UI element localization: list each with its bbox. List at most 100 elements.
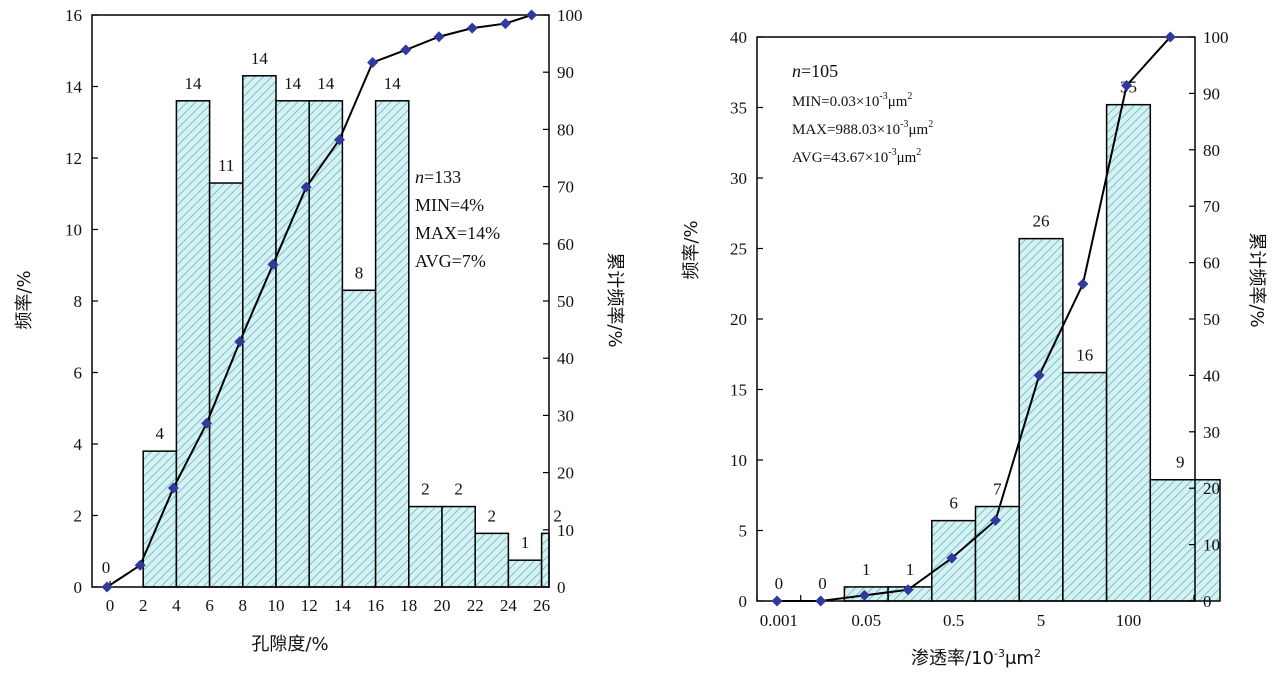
y2-tick-label: 80 bbox=[1203, 141, 1220, 160]
cumulative-point bbox=[466, 22, 478, 34]
permeability-max: MAX=988.03×10-3μm2 bbox=[792, 119, 933, 138]
x-tick-label: 0.001 bbox=[760, 611, 798, 630]
histogram-bar bbox=[208, 182, 244, 588]
y-tick-label: 20 bbox=[730, 310, 747, 329]
bar-value-label: 11 bbox=[218, 156, 234, 175]
bar-value-label: 16 bbox=[1076, 346, 1093, 365]
x-tick-label: 14 bbox=[334, 596, 352, 615]
y2-tick-label: 40 bbox=[1203, 366, 1220, 385]
cumulative-line bbox=[106, 14, 532, 588]
histogram-bar bbox=[175, 100, 211, 588]
x-tick-label: 26 bbox=[533, 596, 550, 615]
histogram-bar bbox=[275, 100, 310, 588]
porosity-y2-axis-title: 累计频率/% bbox=[604, 252, 625, 347]
cumulative-point bbox=[1121, 80, 1133, 92]
bar-value-label: 14 bbox=[251, 49, 269, 68]
bar-value-label: 0 bbox=[102, 558, 111, 577]
x-tick-label: 16 bbox=[367, 596, 384, 615]
cumulative-point bbox=[1033, 369, 1045, 381]
cumulative-point bbox=[1077, 278, 1089, 290]
y2-tick-label: 50 bbox=[1203, 310, 1220, 329]
y-tick-label: 35 bbox=[730, 99, 747, 118]
porosity-n: n=133 bbox=[415, 167, 461, 187]
bar-value-label: 4 bbox=[156, 424, 165, 443]
bar-value-label: 8 bbox=[355, 263, 364, 282]
y-tick-label: 10 bbox=[730, 451, 747, 470]
permeability-y2-axis-title: 累计频率/% bbox=[1246, 232, 1267, 327]
y2-tick-label: 10 bbox=[1203, 536, 1220, 555]
permeability-n: n=105 bbox=[792, 61, 838, 81]
cumulative-point bbox=[134, 559, 146, 571]
y2-tick-label: 40 bbox=[557, 349, 574, 368]
histogram-bar bbox=[1062, 371, 1108, 602]
histogram-bar bbox=[474, 532, 510, 588]
y-tick-label: 4 bbox=[74, 435, 83, 454]
y2-tick-label: 20 bbox=[557, 464, 574, 483]
histogram-bar bbox=[441, 505, 476, 588]
y2-tick-label: 90 bbox=[1203, 84, 1220, 103]
porosity-max: MAX=14% bbox=[415, 223, 500, 243]
histogram-bar bbox=[242, 75, 277, 588]
x-tick-label: 10 bbox=[268, 596, 285, 615]
x-tick-label: 5 bbox=[1037, 611, 1046, 630]
cumulative-point bbox=[400, 44, 412, 56]
y2-tick-label: 60 bbox=[557, 235, 574, 254]
permeability-bars bbox=[843, 103, 1221, 602]
bar-value-label: 26 bbox=[1033, 212, 1050, 231]
y2-tick-label: 70 bbox=[1203, 197, 1220, 216]
y2-tick-label: 0 bbox=[557, 578, 566, 597]
permeability-y-axis-title: 频率/% bbox=[681, 220, 702, 279]
y2-tick-label: 70 bbox=[557, 178, 574, 197]
cumulative-line bbox=[777, 36, 1172, 602]
bar-value-label: 14 bbox=[317, 74, 335, 93]
porosity-chart: 0 2 4 6 8 10 12 14 16 18 20 22 24 2602468101214160102… bbox=[14, 6, 625, 655]
x-tick-label: 18 bbox=[400, 596, 417, 615]
x-tick-label: 0.05 bbox=[851, 611, 881, 630]
y2-tick-label: 0 bbox=[1203, 592, 1212, 611]
x-tick-label: 24 bbox=[500, 596, 518, 615]
porosity-data-labels: 0 4 14 11 14 14 14 8 14 2 2 2 1 2 bbox=[102, 49, 562, 577]
porosity-cumulative-line bbox=[101, 9, 538, 593]
permeability-ticks: 0.001 0.05 0.5 5 100051015202530354001020304… bbox=[730, 28, 1229, 630]
histogram-bar bbox=[308, 100, 344, 588]
y-tick-label: 12 bbox=[65, 149, 82, 168]
porosity-y-axis-title: 频率/% bbox=[14, 270, 35, 329]
histogram-bar bbox=[408, 505, 443, 588]
cumulative-point bbox=[300, 181, 312, 193]
y2-tick-label: 30 bbox=[1203, 423, 1220, 442]
y-tick-label: 2 bbox=[74, 507, 83, 526]
cumulative-point bbox=[101, 581, 113, 593]
bar-value-label: 14 bbox=[384, 74, 402, 93]
cumulative-point bbox=[433, 31, 445, 43]
histogram-bar bbox=[1149, 478, 1221, 602]
y2-tick-label: 100 bbox=[557, 6, 583, 25]
y-tick-label: 10 bbox=[65, 221, 82, 240]
x-tick-label: 12 bbox=[301, 596, 318, 615]
porosity-avg: AVG=7% bbox=[415, 251, 486, 271]
y2-tick-label: 30 bbox=[557, 406, 574, 425]
cumulative-point bbox=[771, 595, 783, 607]
histogram-bar bbox=[540, 532, 550, 588]
y-tick-label: 8 bbox=[74, 292, 83, 311]
histogram-bar bbox=[1105, 103, 1152, 602]
permeability-x-axis-title: 渗透率/10-3μm2 bbox=[911, 647, 1041, 669]
cumulative-point bbox=[902, 584, 914, 596]
x-tick-label: 4 bbox=[172, 596, 181, 615]
bar-value-label: 0 bbox=[775, 574, 784, 593]
x-tick-label: 20 bbox=[434, 596, 451, 615]
cumulative-point bbox=[367, 56, 379, 68]
y-tick-label: 40 bbox=[730, 28, 747, 47]
histogram-bar bbox=[341, 289, 377, 588]
porosity-annotation: n=133 MIN=4% MAX=14% AVG=7% bbox=[415, 167, 500, 271]
bar-value-label: 9 bbox=[1176, 453, 1185, 472]
y-tick-label: 0 bbox=[739, 592, 748, 611]
histogram-bar bbox=[374, 100, 410, 588]
porosity-min: MIN=4% bbox=[415, 195, 484, 215]
permeability-min: MIN=0.03×10-3μm2 bbox=[792, 91, 912, 110]
porosity-ticks: 0 2 4 6 8 10 12 14 16 18 20 22 24 2602468101214160102… bbox=[65, 6, 583, 615]
y-tick-label: 6 bbox=[74, 364, 83, 383]
x-tick-label: 2 bbox=[139, 596, 148, 615]
bar-value-label: 1 bbox=[862, 560, 871, 579]
y-tick-label: 25 bbox=[730, 240, 747, 259]
